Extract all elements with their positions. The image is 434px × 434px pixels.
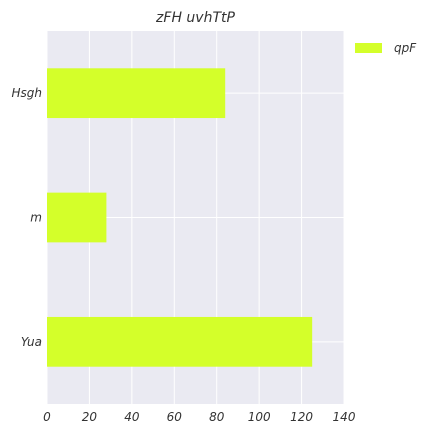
x-tick-label: 20 bbox=[82, 410, 98, 424]
x-tick-label: 80 bbox=[209, 410, 225, 424]
x-tick-label: 100 bbox=[248, 410, 271, 424]
bar-Hsgh bbox=[47, 68, 226, 119]
x-tick-label: 140 bbox=[333, 410, 356, 424]
y-axis-ticks: Hsgh m Yua bbox=[12, 86, 43, 349]
legend-swatch-qpF bbox=[355, 43, 382, 53]
y-tick-label: Yua bbox=[21, 335, 42, 349]
x-axis-ticks: 0 20 40 60 80 100 120 140 bbox=[43, 410, 356, 424]
bar-Yua bbox=[47, 316, 313, 367]
bars bbox=[47, 68, 313, 367]
x-tick-label: 120 bbox=[290, 410, 313, 424]
legend-label-qpF: qpF bbox=[394, 41, 417, 55]
y-tick-label: m bbox=[30, 211, 42, 225]
bar-m bbox=[47, 192, 107, 243]
x-tick-label: 40 bbox=[124, 410, 140, 424]
y-tick-label: Hsgh bbox=[12, 86, 43, 100]
legend: qpF bbox=[355, 41, 417, 55]
chart-title: zFH uvhTtP bbox=[155, 10, 235, 26]
x-tick-label: 0 bbox=[43, 410, 51, 424]
x-tick-label: 60 bbox=[167, 410, 183, 424]
